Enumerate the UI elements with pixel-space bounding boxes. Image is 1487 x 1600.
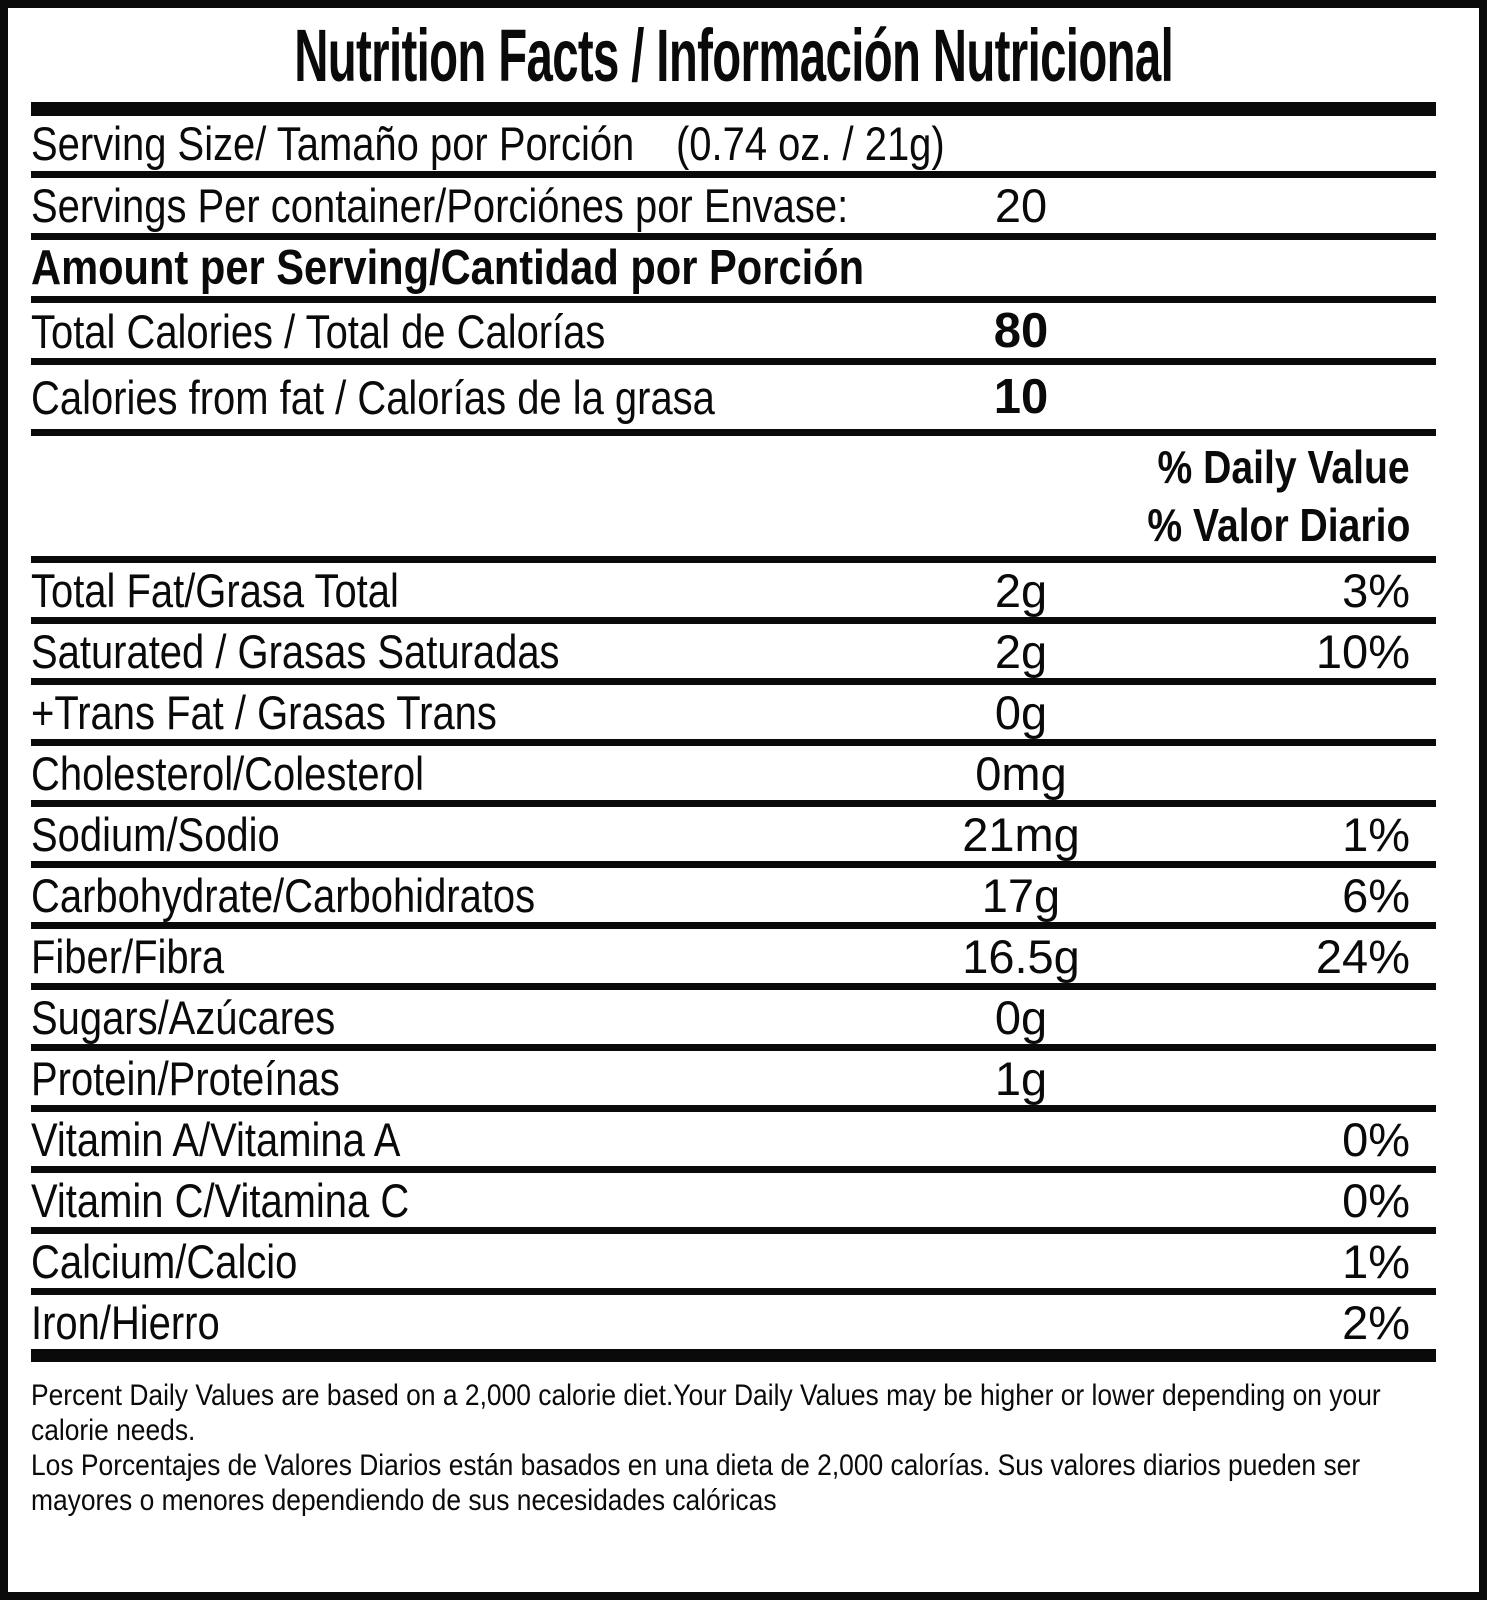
serving-size-row: Serving Size/ Tamaño por Porción (0.74 o… xyxy=(31,116,1436,178)
nutrient-label: Fiber/Fibra xyxy=(31,930,225,983)
nutrient-daily-value: 10% xyxy=(1315,625,1410,678)
calories-from-fat-value: 10 xyxy=(993,370,1049,424)
table-row: Calcium/Calcio 1% xyxy=(31,1234,1436,1295)
nutrient-amount: 2g xyxy=(994,625,1048,678)
table-row: Iron/Hierro 2% xyxy=(31,1295,1436,1362)
nutrient-label: Calcium/Calcio xyxy=(31,1235,298,1288)
table-row: Total Fat/Grasa Total 2g 3% xyxy=(31,563,1436,624)
nutrient-amount: 0g xyxy=(994,686,1048,739)
serving-size-label: Serving Size/ Tamaño por Porción xyxy=(31,117,635,170)
nutrient-label: Saturated / Grasas Saturadas xyxy=(31,625,560,678)
nutrient-amount: 17g xyxy=(981,869,1061,922)
calories-from-fat-label: Calories from fat / Calorías de la grasa xyxy=(31,370,715,424)
servings-per-container-row: Servings Per container/Porciónes por Env… xyxy=(31,178,1436,240)
table-row: Fiber/Fibra 16.5g 24% xyxy=(31,929,1436,990)
nutrient-amount: 0g xyxy=(994,991,1048,1044)
nutrient-amount: 21mg xyxy=(962,808,1080,861)
table-row: Sodium/Sodio 21mg 1% xyxy=(31,807,1436,868)
daily-value-header-es: % Valor Diario xyxy=(1147,499,1410,551)
label-title: Nutrition Facts / Información Nutriciona… xyxy=(294,13,1174,97)
serving-size-value: (0.74 oz. / 21g) xyxy=(676,117,945,170)
nutrient-amount: 1g xyxy=(994,1052,1048,1105)
servings-per-container-label: Servings Per container/Porciónes por Env… xyxy=(31,179,849,232)
total-calories-label: Total Calories / Total de Calorías xyxy=(31,304,606,358)
nutrient-daily-value: 3% xyxy=(1342,564,1410,617)
nutrient-label: +Trans Fat / Grasas Trans xyxy=(31,686,497,739)
nutrient-label: Carbohydrate/Carbohidratos xyxy=(31,869,536,922)
table-row: Calories from fat / Calorías de la grasa… xyxy=(31,365,1436,436)
table-row: Carbohydrate/Carbohidratos 17g 6% xyxy=(31,868,1436,929)
table-row: Total Calories / Total de Calorías 80 xyxy=(31,303,1436,365)
nutrient-label: Total Fat/Grasa Total xyxy=(31,564,399,617)
nutrient-label: Sugars/Azúcares xyxy=(31,991,336,1044)
nutrient-label: Vitamin C/Vitamina C xyxy=(31,1174,410,1227)
amount-per-serving-header: Amount per Serving/Cantidad por Porción xyxy=(31,240,1436,303)
daily-value-header-en: % Daily Value xyxy=(1157,441,1410,493)
nutrient-label: Cholesterol/Colesterol xyxy=(31,747,425,800)
daily-value-header: % Daily Value % Valor Diario xyxy=(31,436,1436,563)
nutrient-label: Vitamin A/Vitamina A xyxy=(31,1113,401,1166)
amount-per-serving-label: Amount per Serving/Cantidad por Porción xyxy=(31,241,865,295)
nutrient-label: Sodium/Sodio xyxy=(31,808,280,861)
table-row: Saturated / Grasas Saturadas 2g 10% xyxy=(31,624,1436,685)
table-row: +Trans Fat / Grasas Trans 0g xyxy=(31,685,1436,746)
total-calories-value: 80 xyxy=(993,304,1049,358)
nutrient-daily-value: 6% xyxy=(1342,869,1410,922)
nutrient-label: Protein/Proteínas xyxy=(31,1052,340,1105)
label-header: Nutrition Facts / Información Nutriciona… xyxy=(31,8,1436,102)
table-row: Protein/Proteínas 1g xyxy=(31,1051,1436,1112)
nutrient-daily-value: 0% xyxy=(1342,1174,1410,1227)
nutrient-amount: 2g xyxy=(994,564,1048,617)
nutrient-daily-value: 0% xyxy=(1342,1113,1410,1166)
title-divider-bar xyxy=(31,102,1436,116)
footnote-english: Percent Daily Values are based on a 2,00… xyxy=(31,1379,1381,1447)
nutrient-amount: 0mg xyxy=(975,747,1067,800)
table-row: Cholesterol/Colesterol 0mg xyxy=(31,746,1436,807)
servings-per-container-value: 20 xyxy=(994,179,1048,232)
table-row: Sugars/Azúcares 0g xyxy=(31,990,1436,1051)
footnote-spanish: Los Porcentajes de Valores Diarios están… xyxy=(31,1449,1361,1517)
table-row: Vitamin A/Vitamina A 0% xyxy=(31,1112,1436,1173)
footnote: Percent Daily Values are based on a 2,00… xyxy=(31,1362,1436,1518)
nutrient-daily-value: 1% xyxy=(1342,1235,1410,1288)
nutrient-amount: 16.5g xyxy=(962,930,1080,983)
nutrient-label: Iron/Hierro xyxy=(31,1296,220,1349)
nutrient-daily-value: 2% xyxy=(1342,1296,1410,1349)
table-row: Vitamin C/Vitamina C 0% xyxy=(31,1173,1436,1234)
nutrient-daily-value: 24% xyxy=(1315,930,1410,983)
nutrient-daily-value: 1% xyxy=(1342,808,1410,861)
